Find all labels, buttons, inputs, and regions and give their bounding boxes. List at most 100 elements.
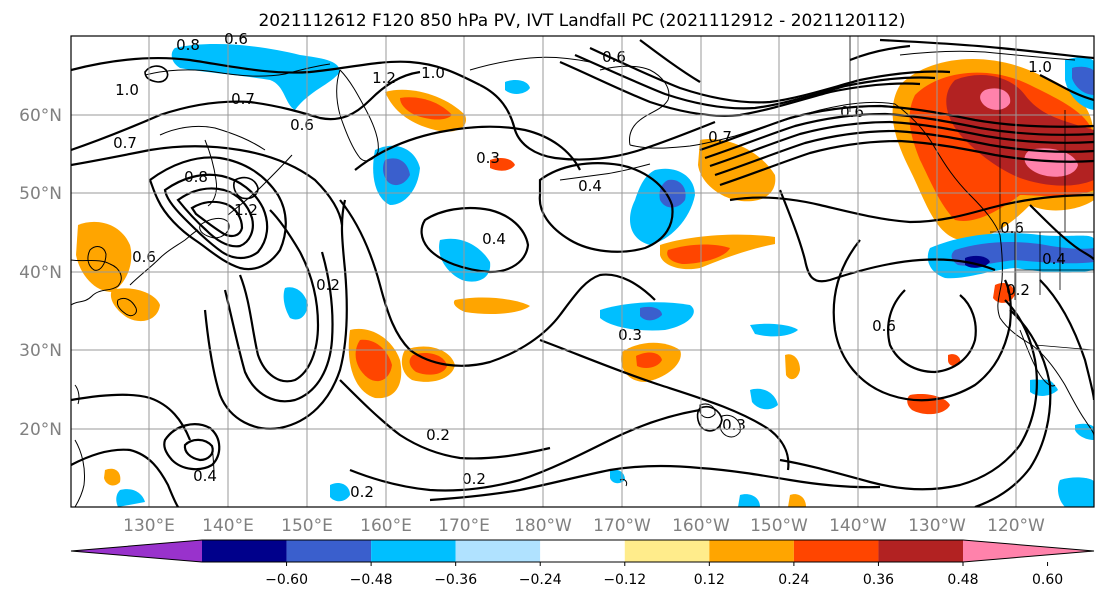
pv-contour	[539, 338, 790, 471]
pv-contour	[699, 104, 1094, 152]
pv-contour	[71, 70, 421, 152]
lon-label: 140°E	[202, 516, 254, 536]
lon-label: 140°W	[829, 516, 887, 536]
coast-canada-arctic	[899, 50, 1076, 61]
colorbar-extend-max	[963, 540, 1094, 562]
pv-contour	[203, 199, 348, 430]
lon-axis-labels: 130°E 140°E 150°E 160°E 170°E 180°W 170°…	[123, 516, 1045, 536]
colorbar-bin	[202, 540, 287, 562]
pv-contour	[832, 239, 1012, 402]
contour-label: 0.4	[1042, 250, 1066, 268]
pv-contour	[71, 393, 192, 441]
pv-contour	[163, 173, 269, 260]
contour-label: 0.2	[426, 426, 450, 444]
colorbar-outline	[70, 539, 1095, 563]
pv-contour	[538, 162, 674, 253]
colorbar-bin	[371, 540, 456, 562]
lat-label: 30°N	[19, 341, 62, 361]
contour-label: 0.7	[708, 128, 732, 146]
shade-pos-small-c	[788, 494, 806, 507]
lon-label: 130°W	[908, 516, 966, 536]
shade-pos-subtropical-east-core	[667, 244, 730, 264]
coast-korea	[87, 246, 107, 271]
contour-label: 0.6	[290, 116, 314, 134]
map-title: 2021112612 F120 850 hPa PV, IVT Landfall…	[258, 11, 905, 31]
contour-labels: 0.8 0.6 1.0 0.7 1.2 1.0 0.6 0.7 0.8 1.2 …	[113, 30, 1066, 501]
coast-islands-mid	[619, 479, 628, 487]
coast-chukotka	[469, 56, 591, 71]
shade-pos-west-coast-peak-a	[980, 88, 1011, 110]
contour-label: 0.6	[872, 317, 896, 335]
coast-hawaii-b	[719, 414, 741, 438]
lat-label: 20°N	[19, 420, 62, 440]
shade-pos-central-pacific-core	[636, 352, 662, 368]
coast-us-west	[997, 234, 1033, 346]
pv-contour	[729, 193, 1094, 224]
contour-label: 0.4	[482, 230, 506, 248]
border-us-mexico	[1034, 344, 1094, 351]
shade-neg-central-north-core	[383, 158, 410, 186]
shade-neg-subtropic-east-b	[750, 388, 778, 410]
colorbar-bin	[540, 540, 625, 562]
lat-label: 40°N	[19, 263, 62, 283]
contour-label: 0.4	[193, 467, 217, 485]
contour-label: 0.2	[462, 470, 486, 488]
shade-pos-japan	[76, 221, 132, 292]
colorbar-bin	[286, 540, 372, 562]
coast-philippines	[74, 439, 85, 507]
coast-aleutians	[559, 163, 651, 181]
shade-neg-subtropic-east-a	[750, 323, 798, 337]
coast-okhotsk	[159, 125, 266, 151]
colorbar-tick-label: 0.48	[947, 572, 978, 588]
pv-contour	[849, 44, 911, 62]
colorbar-tick-label: −0.60	[265, 572, 308, 588]
contour-label: 1.0	[421, 64, 445, 82]
shade-pos-japan-south	[110, 288, 160, 322]
map-frame	[70, 35, 1095, 508]
contour-label: 0.6	[1000, 219, 1024, 237]
colorbar-bin	[624, 540, 710, 562]
shade-neg-philippine	[116, 489, 145, 507]
colorbar: −0.60 −0.48 −0.36 −0.24 −0.12 0.12 0.24 0.36 0.4…	[70, 539, 1095, 588]
shade-neg-kuril	[283, 287, 308, 320]
shade-neg-north-strip	[171, 44, 340, 110]
contour-label: 1.0	[115, 81, 139, 99]
pv-contour	[639, 39, 701, 83]
colorbar-tick-label: −0.24	[519, 572, 562, 588]
pv-contour	[1039, 279, 1094, 401]
pv-contour	[354, 125, 581, 171]
pv-contour	[589, 47, 951, 104]
pv-contour	[974, 309, 1052, 507]
pv-contour-small	[696, 405, 723, 432]
pv-contour	[420, 206, 530, 274]
shade-pos-kamchatka-core	[400, 97, 452, 120]
pv-contour	[1029, 204, 1094, 261]
contour-label: 0.2	[1006, 281, 1030, 299]
graticule	[71, 36, 1094, 507]
colorbar-tick-label: −0.36	[434, 572, 477, 588]
contour-label: 0.3	[722, 416, 746, 434]
lon-label: 170°E	[438, 516, 490, 536]
shade-neg-small-e	[1075, 423, 1094, 440]
contour-label: 0.7	[231, 90, 255, 108]
contour-label: 0.8	[176, 36, 200, 54]
pv-contour	[71, 448, 179, 507]
border-canada-provinces	[999, 36, 1066, 232]
shade-neg-bc-coast-core	[965, 255, 990, 268]
colorbar-bin	[455, 540, 541, 562]
pv-contour	[879, 38, 1094, 60]
lon-label: 150°W	[750, 516, 808, 536]
pv-contour	[71, 145, 344, 226]
lon-label: 160°W	[672, 516, 730, 536]
pv-contour	[71, 56, 481, 86]
pv-contour	[183, 438, 214, 462]
contour-label: 0.6	[224, 30, 248, 48]
contour-label: 0.3	[618, 326, 642, 344]
pv-contour	[176, 187, 254, 248]
pv-contour-small	[233, 176, 259, 200]
pv-contour	[1039, 74, 1094, 102]
shade-neg-mexico	[1057, 477, 1094, 507]
colorbar-tick-label: −0.12	[603, 572, 646, 588]
colorbar-bin	[793, 540, 879, 562]
pv-contour	[148, 156, 287, 271]
